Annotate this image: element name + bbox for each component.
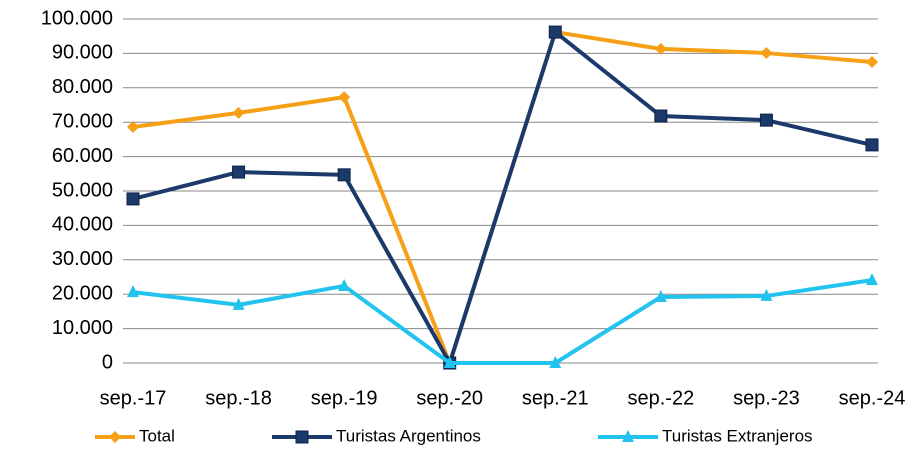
x-tick-label: sep.-21 — [522, 387, 589, 409]
series-line — [132, 278, 873, 365]
legend-label: Turistas Extranjeros — [662, 426, 813, 445]
point — [759, 113, 773, 127]
x-tick-label: sep.-23 — [733, 387, 800, 409]
point — [232, 297, 245, 310]
point — [443, 356, 456, 368]
y-tick-label: 60.000 — [52, 145, 113, 167]
x-tick-label: sep.-19 — [311, 387, 378, 409]
point — [126, 192, 140, 206]
point — [654, 109, 668, 123]
point — [295, 430, 309, 444]
y-tick-label: 0 — [102, 351, 113, 373]
point — [548, 25, 562, 39]
y-tick-label: 80.000 — [52, 76, 113, 98]
point — [760, 47, 773, 60]
x-tick-label: sep.-17 — [100, 387, 167, 409]
x-tick-label: sep.-24 — [839, 387, 906, 409]
point — [127, 121, 139, 134]
y-tick-label: 20.000 — [52, 282, 113, 304]
point — [338, 91, 351, 104]
y-tick-label: 100.000 — [41, 7, 113, 29]
y-tick-label: 40.000 — [52, 214, 113, 236]
point — [549, 356, 562, 368]
point — [654, 42, 667, 55]
series-line — [132, 30, 873, 365]
legend-label: Total — [139, 426, 175, 445]
point — [760, 288, 773, 301]
y-tick-label: 10.000 — [52, 317, 113, 339]
point — [622, 430, 634, 442]
point — [232, 106, 245, 119]
point — [654, 289, 667, 302]
x-tick-label: sep.-18 — [205, 387, 272, 409]
y-tick-label: 30.000 — [52, 248, 113, 270]
point — [127, 285, 139, 298]
point — [232, 165, 246, 179]
y-tick-label: 90.000 — [52, 42, 113, 64]
point — [866, 273, 878, 286]
x-tick-label: sep.-22 — [627, 387, 694, 409]
point — [338, 278, 351, 291]
point — [109, 431, 121, 443]
point — [866, 56, 878, 68]
legend-label: Turistas Argentinos — [336, 426, 481, 445]
x-tick-label: sep.-20 — [416, 387, 483, 409]
y-tick-label: 50.000 — [52, 179, 113, 201]
y-tick-label: 70.000 — [52, 110, 113, 132]
point — [337, 168, 351, 182]
point — [865, 138, 879, 152]
